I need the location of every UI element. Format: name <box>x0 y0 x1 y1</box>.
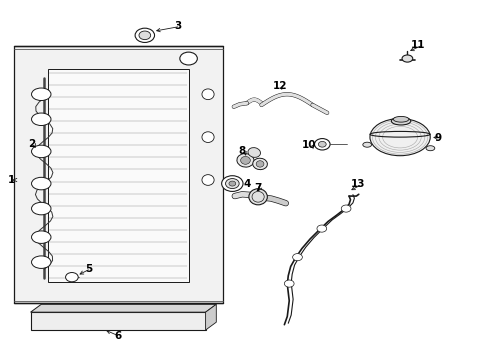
Ellipse shape <box>236 154 253 167</box>
Ellipse shape <box>248 189 267 205</box>
Ellipse shape <box>202 89 214 100</box>
Polygon shape <box>14 46 222 303</box>
Text: 4: 4 <box>243 179 250 189</box>
Text: 10: 10 <box>301 140 316 150</box>
Text: 7: 7 <box>254 183 261 193</box>
Ellipse shape <box>31 145 51 158</box>
Text: 11: 11 <box>410 40 425 50</box>
Text: 3: 3 <box>174 21 182 31</box>
Ellipse shape <box>240 157 250 164</box>
Ellipse shape <box>401 55 412 62</box>
Circle shape <box>221 176 243 192</box>
Ellipse shape <box>392 116 408 122</box>
Polygon shape <box>30 312 205 330</box>
Ellipse shape <box>202 175 214 185</box>
Ellipse shape <box>425 146 434 151</box>
Text: 13: 13 <box>350 179 364 189</box>
Circle shape <box>314 139 329 150</box>
Circle shape <box>65 273 78 282</box>
Polygon shape <box>47 69 188 282</box>
Text: 8: 8 <box>238 147 245 157</box>
Circle shape <box>284 280 293 287</box>
Ellipse shape <box>31 177 51 190</box>
Circle shape <box>318 141 325 147</box>
Text: 5: 5 <box>85 264 92 274</box>
Ellipse shape <box>390 117 410 125</box>
Ellipse shape <box>202 132 214 143</box>
Ellipse shape <box>362 142 371 147</box>
Ellipse shape <box>31 113 51 126</box>
Polygon shape <box>205 304 216 330</box>
Circle shape <box>316 225 326 232</box>
Circle shape <box>292 253 302 261</box>
Circle shape <box>228 181 235 186</box>
Text: 2: 2 <box>28 139 35 149</box>
Circle shape <box>180 52 197 65</box>
Text: 1: 1 <box>8 175 15 185</box>
Ellipse shape <box>31 88 51 100</box>
Ellipse shape <box>31 231 51 243</box>
Circle shape <box>139 31 150 40</box>
Ellipse shape <box>369 118 429 156</box>
Ellipse shape <box>252 158 267 170</box>
Circle shape <box>225 179 239 189</box>
Circle shape <box>341 205 350 212</box>
Text: 9: 9 <box>433 133 440 143</box>
Ellipse shape <box>31 256 51 269</box>
Circle shape <box>135 28 154 42</box>
Polygon shape <box>30 304 216 312</box>
Text: 6: 6 <box>114 332 121 342</box>
Ellipse shape <box>31 202 51 215</box>
Text: 12: 12 <box>272 81 286 91</box>
Ellipse shape <box>256 161 264 167</box>
Ellipse shape <box>247 148 260 157</box>
